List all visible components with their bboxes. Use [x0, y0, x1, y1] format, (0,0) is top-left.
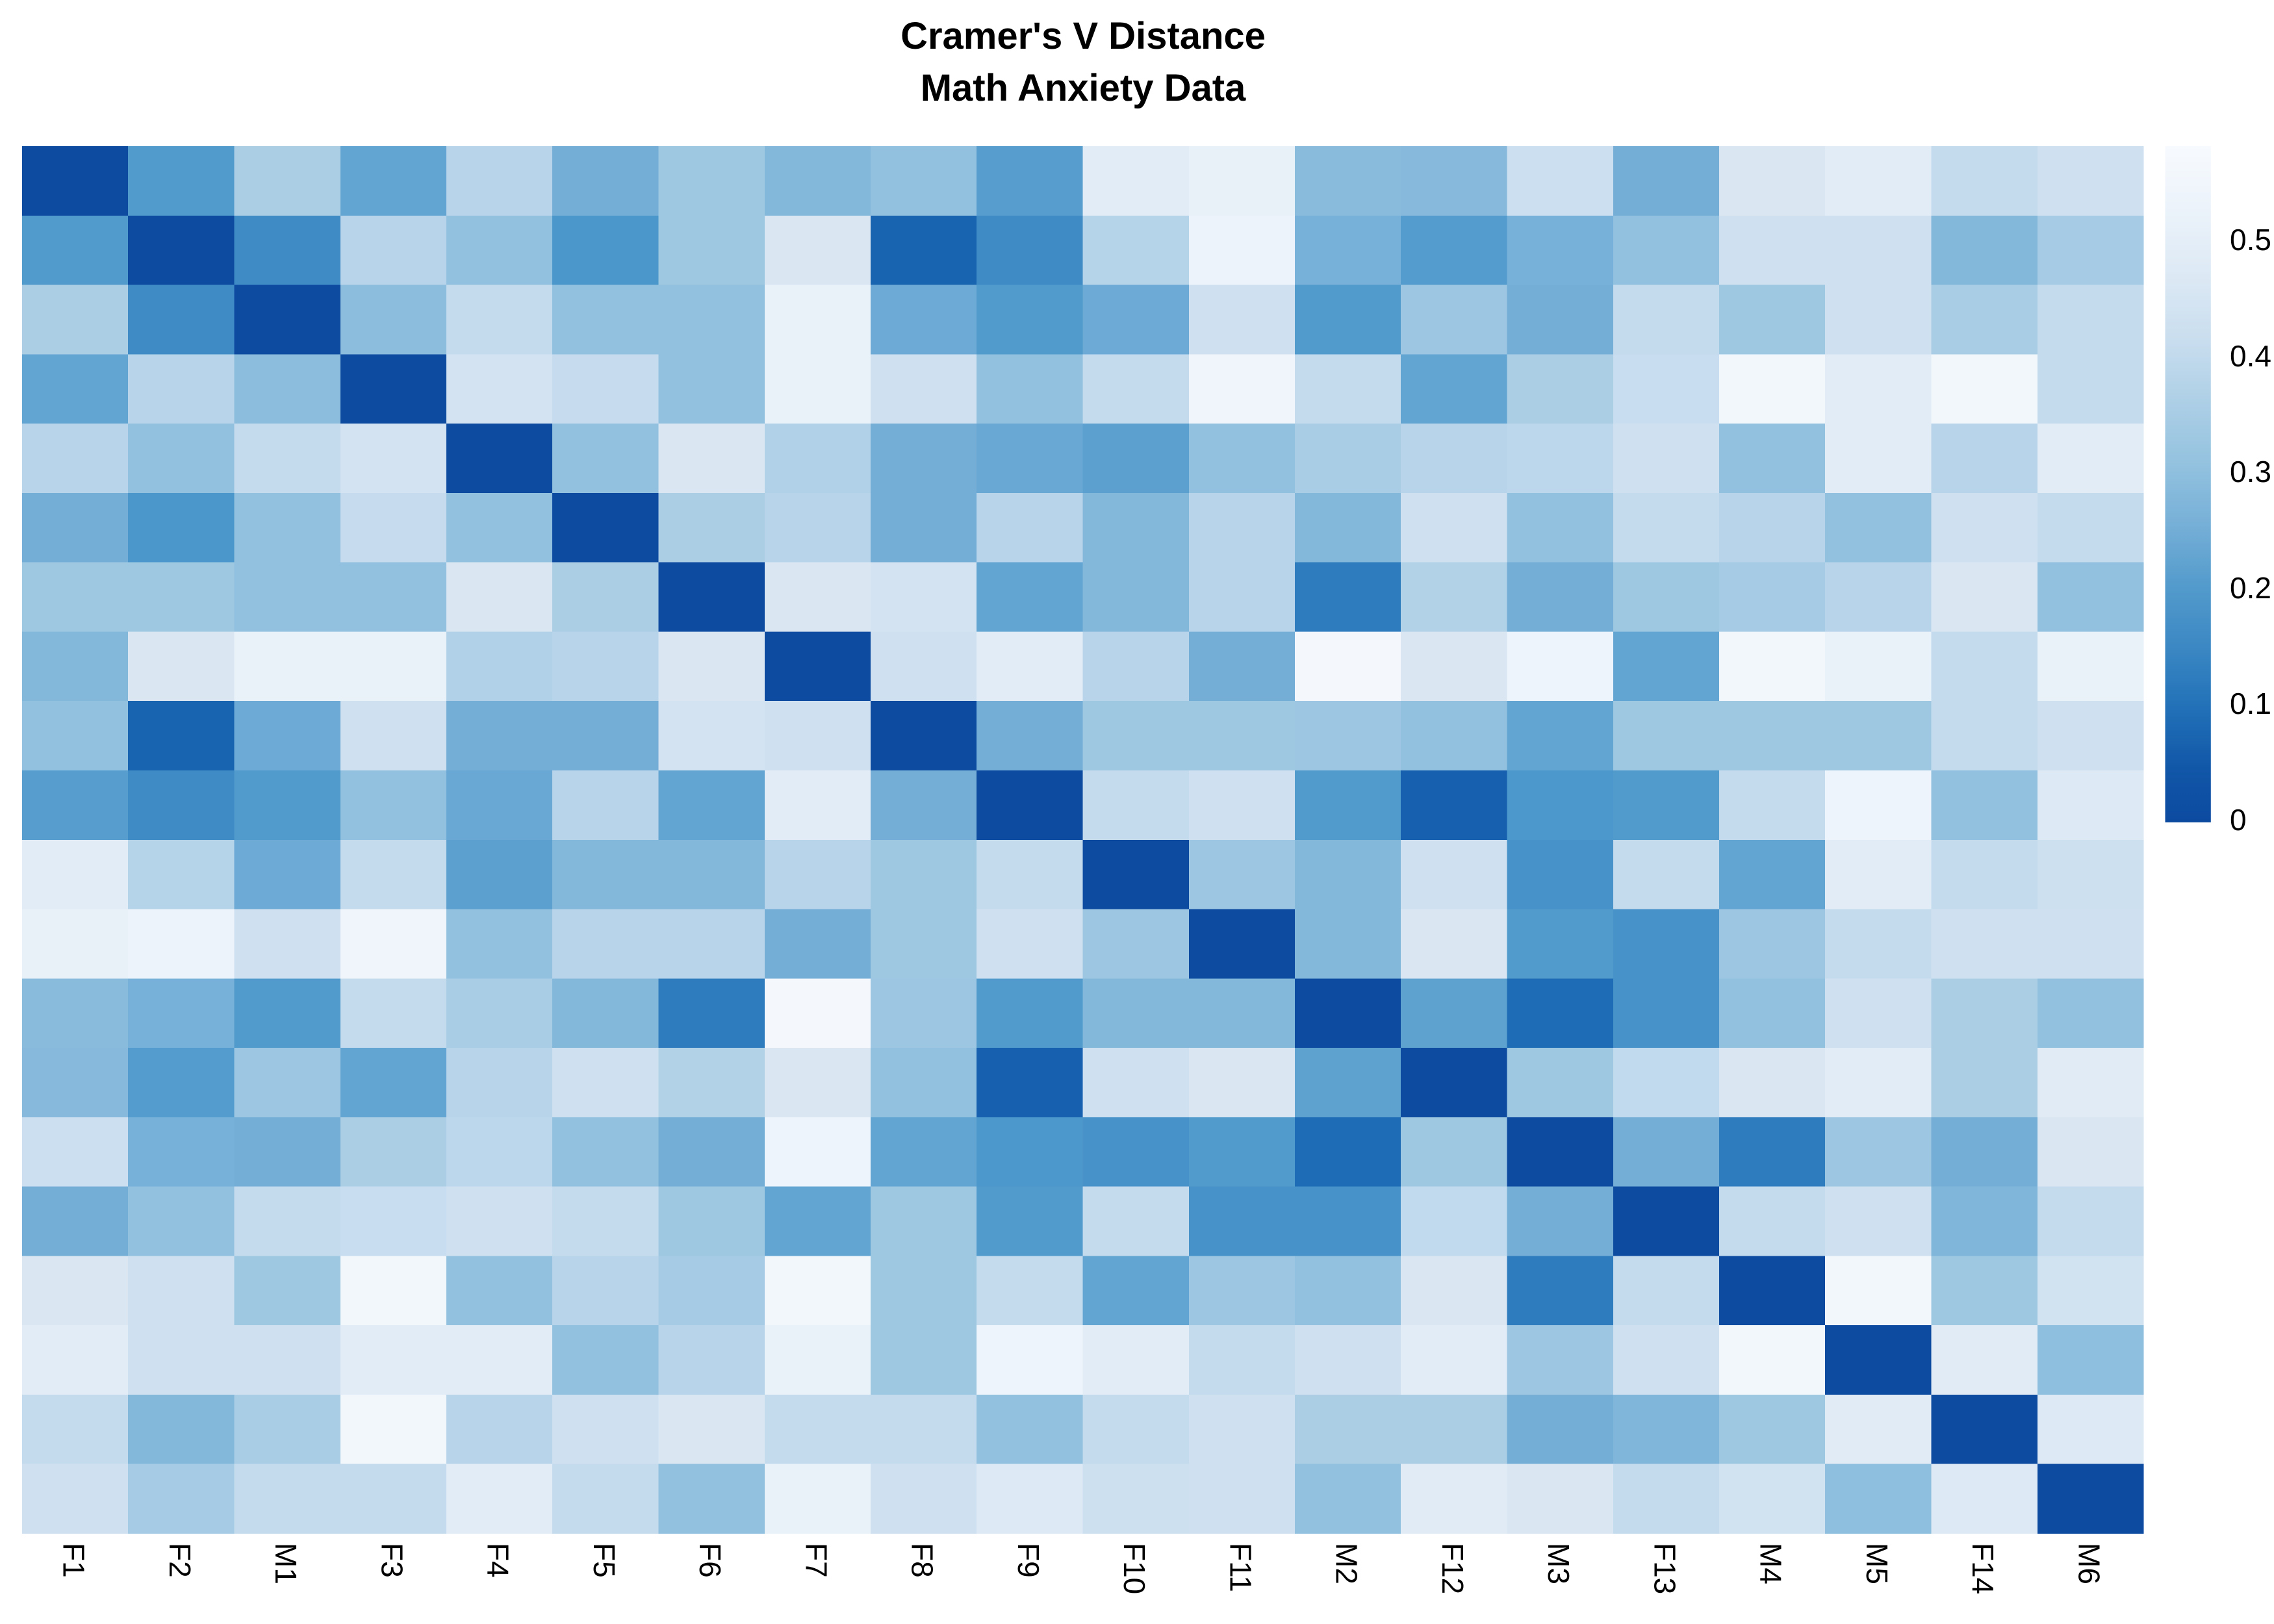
svg-text:F12: F12	[1436, 1543, 1470, 1594]
svg-text:M2: M2	[1330, 1543, 1364, 1584]
svg-text:F4: F4	[481, 1543, 515, 1578]
svg-text:M6: M6	[2072, 1543, 2106, 1584]
svg-text:F10: F10	[1118, 1543, 1151, 1594]
svg-text:F9: F9	[1012, 1543, 1045, 1578]
svg-text:F13: F13	[1648, 1543, 1681, 1594]
svg-text:F11: F11	[1223, 1543, 1257, 1592]
svg-text:0.3: 0.3	[2230, 455, 2271, 488]
svg-text:F3: F3	[375, 1543, 409, 1578]
svg-text:F2: F2	[163, 1543, 197, 1578]
svg-text:0.5: 0.5	[2230, 223, 2271, 257]
svg-text:F1: F1	[57, 1543, 91, 1578]
svg-text:F7: F7	[799, 1543, 833, 1578]
svg-text:M1: M1	[269, 1543, 303, 1584]
svg-text:Cramer's V Distance: Cramer's V Distance	[901, 15, 1266, 57]
svg-text:M4: M4	[1754, 1543, 1788, 1584]
svg-text:F5: F5	[587, 1543, 621, 1578]
svg-text:M3: M3	[1542, 1543, 1576, 1584]
svg-text:M5: M5	[1860, 1543, 1894, 1584]
svg-text:0.2: 0.2	[2230, 571, 2271, 605]
svg-text:0.1: 0.1	[2230, 687, 2271, 720]
svg-text:Math Anxiety Data: Math Anxiety Data	[921, 67, 1246, 109]
svg-text:F8: F8	[906, 1543, 939, 1578]
svg-text:F14: F14	[1966, 1543, 2000, 1594]
svg-text:F6: F6	[693, 1543, 727, 1578]
svg-text:0: 0	[2230, 803, 2247, 837]
svg-text:0.4: 0.4	[2230, 339, 2271, 373]
